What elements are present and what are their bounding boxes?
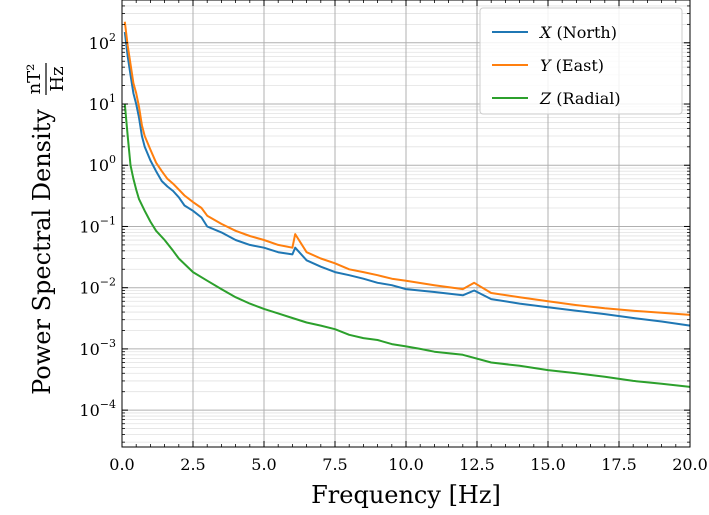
x-tick-label: 2.5 bbox=[180, 455, 205, 474]
y-axis-title-main: Power Spectral Density bbox=[28, 109, 56, 395]
series-layer bbox=[123, 21, 691, 388]
y-tick-label: 10−2 bbox=[79, 276, 116, 298]
x-tick-label: 20.0 bbox=[672, 455, 708, 474]
x-tick-labels: 0.0 2.5 5.0 7.5 10.0 12.5 15.0 17.5 20.0 bbox=[109, 455, 708, 474]
x-tick-label: 5.0 bbox=[251, 455, 276, 474]
y-axis-unit-numerator: nT² bbox=[24, 64, 45, 95]
legend: X (North) Y (East) Z (Radial) bbox=[479, 7, 683, 115]
legend-label-z: Z (Radial) bbox=[539, 89, 621, 108]
legend-label-x: X (North) bbox=[538, 23, 617, 42]
legend-box bbox=[479, 7, 683, 115]
y-tick-label: 100 bbox=[89, 153, 116, 175]
y-tick-label: 10−4 bbox=[79, 398, 116, 420]
axis-ticks bbox=[121, 0, 691, 447]
y-tick-label: 101 bbox=[89, 92, 116, 114]
series-line-x bbox=[123, 31, 691, 327]
y-tick-label: 10−3 bbox=[79, 337, 116, 359]
x-tick-label: 0.0 bbox=[109, 455, 134, 474]
y-axis-title: Power Spectral Density nT² Hz bbox=[24, 63, 68, 395]
x-tick-label: 7.5 bbox=[322, 455, 347, 474]
y-axis-unit-denominator: Hz bbox=[47, 66, 68, 91]
y-tick-label: 102 bbox=[89, 31, 116, 53]
y-tick-label: 10−1 bbox=[79, 214, 116, 236]
legend-label-y: Y (East) bbox=[540, 56, 604, 75]
x-tick-label: 12.5 bbox=[459, 455, 495, 474]
series-line-y bbox=[123, 21, 691, 316]
y-tick-labels: 10−4 10−3 10−2 10−1 100 101 102 bbox=[79, 31, 116, 420]
x-axis-title: Frequency [Hz] bbox=[311, 481, 501, 509]
x-tick-label: 10.0 bbox=[388, 455, 424, 474]
x-tick-label: 17.5 bbox=[601, 455, 637, 474]
x-tick-label: 15.0 bbox=[530, 455, 566, 474]
series-line-z bbox=[123, 103, 691, 388]
